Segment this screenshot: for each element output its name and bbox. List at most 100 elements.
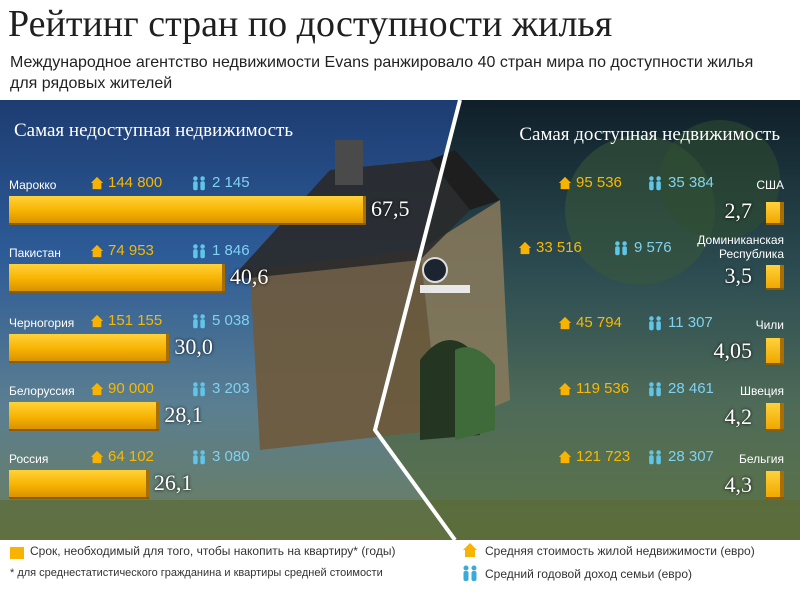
price-value: 74 953 [90,242,154,259]
house-icon [90,314,104,327]
bar [9,470,149,497]
country-label: Черногория [9,316,75,330]
income-text: 1 846 [212,242,250,259]
price-value: 95 536 [558,174,622,191]
price-text: 121 723 [576,448,631,465]
house-illustration [0,100,800,540]
family-icon [649,381,661,396]
house-icon [558,450,572,463]
income-value: 3 203 [190,380,250,397]
house-icon [90,176,104,189]
price-text: 90 000 [108,380,154,397]
price-value: 90 000 [90,380,154,397]
data-label: 30,0 [174,334,213,359]
country-label: США [756,178,784,192]
price-value: 119 536 [558,380,629,397]
price-value: 144 800 [90,174,162,191]
house-icon [518,241,532,254]
family-icon [649,175,661,190]
legend: Срок, необходимый для того, чтобы накопи… [0,540,800,595]
price-text: 45 794 [576,314,622,331]
left-heading: Самая недоступная недвижимость [14,120,294,141]
income-value: 1 846 [190,242,250,259]
house-icon [558,382,572,395]
country-label: Бельгия [739,452,784,466]
legend-bar-swatch [10,547,24,559]
family-icon [193,381,205,396]
income-text: 2 145 [212,174,250,191]
income-text: 3 080 [212,448,250,465]
bar [766,264,784,288]
bar [766,202,784,223]
legend-income-label: Средний годовой доход семьи (евро) [485,567,693,581]
family-icon [463,565,477,581]
country-label: Марокко [9,178,57,192]
legend-years-label: Срок, необходимый для того, чтобы накопи… [30,544,396,558]
house-icon [90,450,104,463]
income-value: 35 384 [646,174,714,191]
price-text: 144 800 [108,174,163,191]
income-value: 11 307 [646,314,713,331]
income-text: 28 461 [668,380,714,397]
country-label: Швеция [740,384,784,398]
page-subtitle: Международное агентство недвижимости Eva… [10,54,754,92]
house-icon [90,382,104,395]
income-value: 3 080 [190,448,250,465]
legend-price-label: Средняя стоимость жилой недвижимости (ев… [485,544,755,558]
bar [9,196,366,223]
price-value: 45 794 [558,314,622,331]
price-value: 121 723 [558,448,630,465]
legend-footnote: * для среднестатистического гражданина и… [10,567,383,579]
family-icon [193,449,205,464]
data-label: 4,2 [724,404,753,429]
bar-row: Марокко 144 800 2 145 67,5 [0,174,460,238]
bar [766,337,784,363]
country-label: Белоруссия [9,384,75,398]
income-text: 9 576 [634,239,672,256]
country-label: Россия [9,452,49,466]
family-icon [193,175,205,190]
country-label: Чили [755,318,784,332]
income-value: 28 307 [646,448,714,465]
price-value: 33 516 [518,239,582,256]
family-icon [193,243,205,258]
price-text: 64 102 [108,448,154,465]
right-heading: Самая доступная недвижимость [519,124,780,145]
family-icon [615,240,627,255]
income-text: 35 384 [668,174,714,191]
data-label: 40,6 [229,264,269,289]
country-label: Пакистан [9,246,61,260]
bar [766,403,784,429]
bar [9,402,160,429]
house-icon [558,176,572,189]
bar [9,264,225,291]
price-value: 64 102 [90,448,154,465]
bar-row: 33 516 9 576 Доминиканская Республика 3,5 [518,233,800,313]
bar [766,471,784,497]
illustration-background [0,100,800,540]
price-text: 33 516 [536,239,582,256]
house-icon [463,543,477,557]
family-icon [193,313,205,328]
data-label: 4,3 [724,472,753,497]
income-value: 9 576 [612,239,672,256]
family-icon [649,315,661,330]
data-label: 67,5 [371,196,410,221]
income-value: 5 038 [190,312,250,329]
bar [9,334,170,361]
house-icon [558,316,572,329]
data-label: 28,1 [164,402,203,427]
bar-row: 95 536 35 384 США 2,7 [540,174,800,248]
bar-row: 119 536 28 461 Швеция 4,2 [540,380,800,454]
country-label: Доминиканская Республика [697,233,784,261]
price-value: 151 155 [90,312,162,329]
bar-row: Черногория 151 155 5 038 30,0 [0,312,460,376]
data-label: 3,5 [724,263,753,288]
data-label: 26,1 [153,470,193,495]
bar-row: Россия 64 102 3 080 26,1 [0,448,460,512]
bar-row: Пакистан 74 953 1 846 40,6 [0,242,460,306]
price-text: 74 953 [108,242,154,259]
income-text: 3 203 [212,380,250,397]
income-text: 5 038 [212,312,250,329]
price-text: 119 536 [576,380,630,397]
